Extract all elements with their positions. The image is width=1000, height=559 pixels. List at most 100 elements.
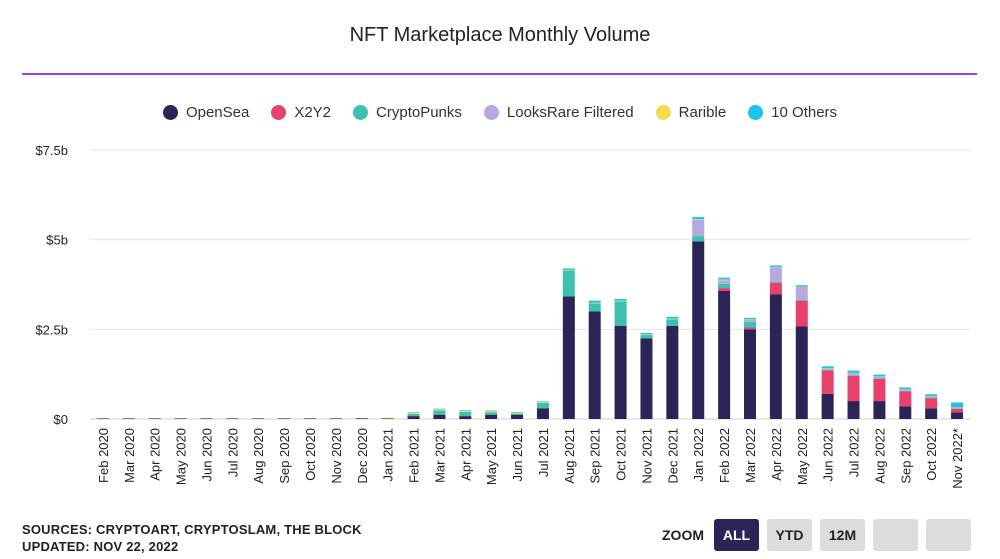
bar-segment-opensea[interactable] — [355, 418, 368, 419]
bar-segment-rarible[interactable] — [381, 417, 394, 419]
bar-segment-rarible[interactable] — [925, 395, 938, 397]
bar-segment-rarible[interactable] — [899, 388, 912, 390]
bar-segment-10-others[interactable] — [925, 394, 938, 397]
bar-segment-cryptopunks[interactable] — [744, 321, 756, 328]
bar-segment-opensea[interactable] — [459, 416, 472, 419]
bar-segment-10-others[interactable] — [821, 366, 834, 369]
bar-segment-looksrare-filtered[interactable] — [847, 373, 860, 376]
bar-segment-opensea[interactable] — [951, 412, 964, 419]
bar-segment-x2y2[interactable] — [718, 288, 731, 291]
zoom-ytd-button[interactable]: YTD — [767, 519, 812, 551]
bar-segment-10-others[interactable] — [795, 285, 808, 287]
legend-item-others[interactable]: 10 Others — [748, 104, 837, 121]
bar-segment-rarible[interactable] — [614, 300, 627, 302]
bar-segment-opensea[interactable] — [278, 418, 291, 419]
bar-segment-opensea[interactable] — [588, 311, 601, 419]
bar-segment-rarible[interactable] — [511, 412, 524, 414]
zoom-all-button[interactable]: ALL — [714, 519, 759, 551]
bar-segment-opensea[interactable] — [511, 414, 524, 419]
legend-item-cryptopunks[interactable]: CryptoPunks — [353, 104, 462, 121]
bar-segment-opensea[interactable] — [795, 326, 808, 419]
bar-segment-10-others[interactable] — [614, 298, 627, 301]
bar-segment-opensea[interactable] — [692, 241, 705, 419]
bar-segment-rarible[interactable] — [821, 367, 834, 369]
bar-segment-opensea[interactable] — [407, 416, 420, 419]
bar-segment-10-others[interactable] — [459, 410, 472, 411]
zoom-extra-button-2[interactable] — [926, 519, 971, 551]
bar-segment-10-others[interactable] — [536, 401, 549, 403]
bar-segment-x2y2[interactable] — [873, 378, 886, 402]
bar-segment-opensea[interactable] — [769, 294, 782, 419]
bar-segment-10-others[interactable] — [485, 410, 498, 412]
bar-segment-looksrare-filtered[interactable] — [899, 389, 912, 391]
bar-segment-rarible[interactable] — [666, 318, 679, 320]
bar-segment-10-others[interactable] — [511, 411, 524, 413]
bar-segment-cryptopunks[interactable] — [511, 413, 524, 415]
bar-segment-cryptopunks[interactable] — [536, 402, 549, 409]
bar-segment-rarible[interactable] — [433, 409, 446, 411]
bar-segment-opensea[interactable] — [718, 290, 731, 419]
bar-segment-opensea[interactable] — [122, 418, 135, 419]
bar-segment-rarible[interactable] — [692, 219, 705, 220]
bar-segment-opensea[interactable] — [174, 418, 187, 419]
bar-segment-opensea[interactable] — [562, 296, 575, 419]
bar-segment-rarible[interactable] — [407, 412, 420, 414]
bar-segment-cryptopunks[interactable] — [847, 375, 860, 376]
bar-segment-cryptopunks[interactable] — [951, 408, 964, 409]
bar-segment-10-others[interactable] — [433, 408, 446, 410]
bar-segment-opensea[interactable] — [666, 325, 679, 419]
legend-item-rarible[interactable]: Rarible — [655, 104, 726, 121]
zoom-extra-button-1[interactable] — [873, 519, 918, 551]
bar-segment-opensea[interactable] — [329, 418, 342, 419]
bar-segment-cryptopunks[interactable] — [485, 412, 498, 415]
bar-segment-rarible[interactable] — [459, 410, 472, 412]
bar-segment-10-others[interactable] — [847, 370, 860, 373]
bar-segment-rarible[interactable] — [718, 279, 731, 281]
bar-segment-cryptopunks[interactable] — [459, 411, 472, 417]
bar-segment-x2y2[interactable] — [795, 300, 808, 327]
bar-segment-cryptopunks[interactable] — [873, 378, 886, 379]
bar-segment-opensea[interactable] — [847, 401, 860, 419]
bar-segment-cryptopunks[interactable] — [407, 413, 420, 417]
bar-segment-10-others[interactable] — [899, 387, 912, 390]
bar-segment-10-others[interactable] — [640, 332, 653, 335]
bar-segment-rarible[interactable] — [873, 376, 886, 377]
bar-segment-opensea[interactable] — [433, 414, 446, 419]
legend-item-x2y2[interactable]: X2Y2 — [271, 104, 331, 121]
bar-segment-cryptopunks[interactable] — [718, 283, 731, 289]
bar-segment-x2y2[interactable] — [821, 370, 834, 394]
bar-segment-opensea[interactable] — [148, 418, 161, 419]
bar-segment-opensea[interactable] — [536, 408, 549, 419]
bar-segment-looksrare-filtered[interactable] — [873, 376, 886, 379]
bar-segment-10-others[interactable] — [951, 402, 964, 408]
bar-segment-opensea[interactable] — [899, 406, 912, 419]
bar-segment-opensea[interactable] — [304, 418, 316, 419]
bar-segment-10-others[interactable] — [588, 300, 601, 303]
bar-segment-cryptopunks[interactable] — [381, 418, 394, 419]
legend-item-opensea[interactable]: OpenSea — [162, 104, 249, 121]
bar-segment-opensea[interactable] — [381, 418, 394, 419]
bar-segment-10-others[interactable] — [718, 277, 731, 280]
bar-segment-x2y2[interactable] — [847, 375, 860, 402]
bar-segment-x2y2[interactable] — [951, 408, 964, 413]
bar-segment-looksrare-filtered[interactable] — [821, 368, 834, 370]
bar-segment-10-others[interactable] — [562, 268, 575, 270]
bar-segment-looksrare-filtered[interactable] — [925, 396, 938, 398]
bar-segment-rarible[interactable] — [562, 269, 575, 271]
bar-segment-cryptopunks[interactable] — [821, 369, 834, 371]
bar-segment-x2y2[interactable] — [769, 282, 782, 295]
bar-segment-cryptopunks[interactable] — [640, 335, 653, 339]
bar-segment-looksrare-filtered[interactable] — [718, 280, 731, 284]
bar-segment-cryptopunks[interactable] — [925, 397, 938, 399]
bar-segment-rarible[interactable] — [951, 406, 964, 408]
bar-segment-opensea[interactable] — [200, 418, 213, 419]
bar-segment-rarible[interactable] — [769, 266, 782, 268]
bar-segment-rarible[interactable] — [485, 411, 498, 413]
bar-segment-rarible[interactable] — [744, 319, 756, 320]
bar-segment-10-others[interactable] — [744, 317, 756, 320]
bar-segment-opensea[interactable] — [485, 414, 498, 419]
zoom-12m-button[interactable]: 12M — [820, 519, 865, 551]
bar-segment-rarible[interactable] — [536, 402, 549, 403]
bar-segment-opensea[interactable] — [873, 401, 886, 419]
bar-segment-rarible[interactable] — [847, 372, 860, 374]
